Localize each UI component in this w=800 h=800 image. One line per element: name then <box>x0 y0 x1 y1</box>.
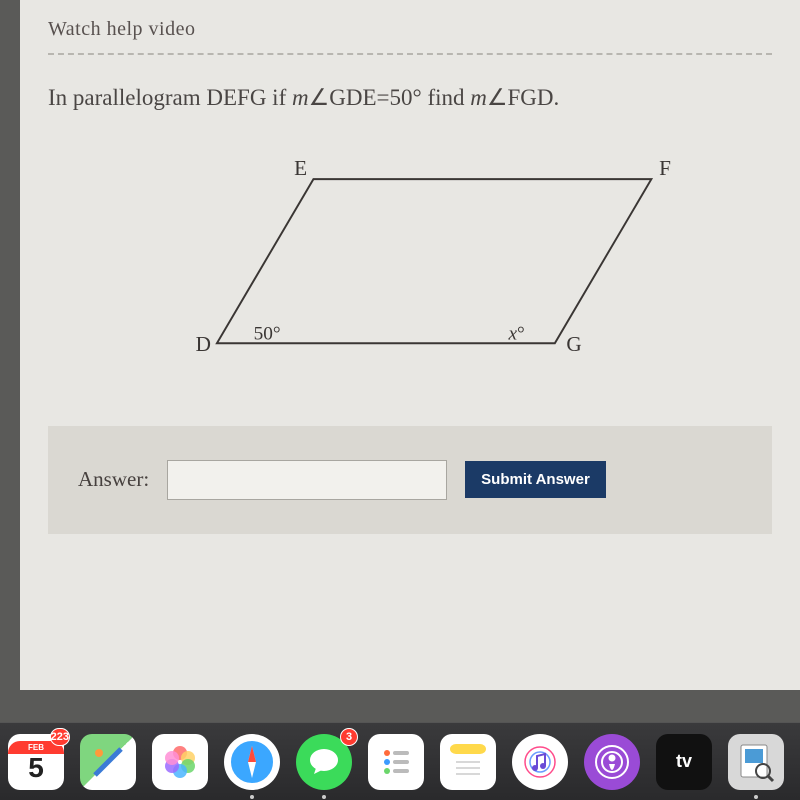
watch-help-video-link[interactable]: Watch help video <box>48 18 772 41</box>
answer-input[interactable] <box>167 460 447 500</box>
appletv-app-icon[interactable]: tv <box>656 734 712 790</box>
svg-text:E: E <box>294 156 307 180</box>
q-mid: find <box>422 85 471 110</box>
svg-text:F: F <box>659 156 671 180</box>
q-name1: GDE <box>329 85 376 110</box>
q-m2: m <box>470 85 487 110</box>
maps-app-icon[interactable] <box>80 734 136 790</box>
messages-app-icon[interactable]: 3 <box>296 734 352 790</box>
reminders-app-icon[interactable] <box>368 734 424 790</box>
answer-panel: Answer: Submit Answer <box>48 426 772 534</box>
calendar-app-icon[interactable]: 223 FEB 5 <box>8 734 64 790</box>
q-eq: =50° <box>377 85 422 110</box>
question-text: In parallelogram DEFG if m∠GDE=50° find … <box>48 81 772 116</box>
calendar-day: 5 <box>28 754 44 782</box>
svg-text:x°: x° <box>507 323 524 344</box>
q-suffix: . <box>554 85 560 110</box>
q-m1: m <box>292 85 309 110</box>
preview-app-icon[interactable] <box>728 734 784 790</box>
safari-app-icon[interactable] <box>224 734 280 790</box>
divider <box>48 53 772 55</box>
notes-app-icon[interactable] <box>440 734 496 790</box>
photos-app-icon[interactable] <box>152 734 208 790</box>
problem-panel: Watch help video In parallelogram DEFG i… <box>20 0 800 690</box>
q-name2: FGD <box>508 85 554 110</box>
diagram-container: E F G D 50° x° <box>48 146 772 386</box>
q-ang2: ∠ <box>487 85 508 110</box>
calendar-badge: 223 <box>50 728 70 746</box>
answer-label: Answer: <box>78 467 149 492</box>
podcasts-app-icon[interactable] <box>584 734 640 790</box>
q-ang1: ∠ <box>309 85 330 110</box>
svg-text:D: D <box>196 331 211 355</box>
q-prefix: In parallelogram DEFG if <box>48 85 292 110</box>
tv-label: tv <box>676 751 692 772</box>
messages-badge: 3 <box>340 728 358 746</box>
svg-text:G: G <box>566 331 581 355</box>
svg-text:50°: 50° <box>254 323 281 344</box>
macos-dock: 223 FEB 5 3 <box>0 722 800 800</box>
music-app-icon[interactable] <box>512 734 568 790</box>
submit-answer-button[interactable]: Submit Answer <box>465 461 606 498</box>
parallelogram-diagram: E F G D 50° x° <box>130 146 690 386</box>
